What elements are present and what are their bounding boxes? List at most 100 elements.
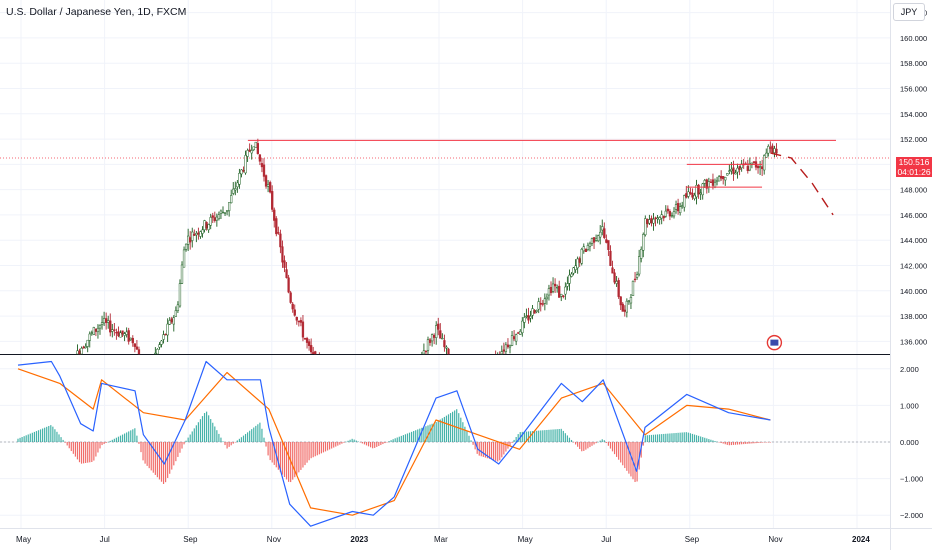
macd-histogram-bar [60,437,62,442]
candle-body [687,191,690,197]
macd-histogram-bar [415,430,417,442]
candle-body [289,292,292,303]
macd-histogram-bar [503,442,505,455]
macd-histogram-bar [68,442,70,449]
macd-histogram-bar [445,415,448,442]
macd-histogram-bar [126,432,128,442]
candle-body [127,330,130,342]
macd-histogram-bar [93,442,95,461]
macd-histogram-bar [341,442,343,444]
macd-histogram-bar [425,426,427,442]
candle-body [527,315,530,321]
macd-histogram-bar [187,437,189,442]
macd-histogram-bar [349,439,351,442]
macd-histogram-bar [611,442,614,452]
macd-histogram-bar [542,430,544,442]
macd-histogram-bar [706,438,708,442]
candle-body [131,337,134,344]
macd-histogram-bar [150,442,152,471]
macd-histogram-bar [644,435,646,442]
macd-histogram-bar [730,442,732,446]
macd-histogram-bar [618,442,620,460]
time-tick-label: Nov [768,535,782,544]
candle-body [551,283,555,292]
candle-body [523,317,526,323]
candle-body [758,166,762,168]
currency-button[interactable]: JPY [893,3,925,21]
macd-histogram-bar [91,442,93,462]
macd-histogram-bar [304,442,306,466]
macd-histogram-bar [466,431,468,442]
macd-histogram-bar [587,442,589,449]
candle-body [437,323,440,330]
candle-body [133,343,136,347]
macd-histogram-bar [97,442,99,453]
time-tick-label: 2023 [350,535,368,544]
candle-body [113,329,116,331]
candle-body [521,320,524,334]
macd-histogram-bar [761,442,763,443]
candle-body [125,331,128,335]
macd-histogram-bar [382,442,384,445]
candle-body [287,277,290,293]
candle-body [707,181,711,188]
macd-histogram-bar [413,431,415,442]
time-tick-label: Jul [100,535,110,544]
candle-body [312,352,315,354]
candle-body [228,202,231,211]
macd-histogram-bar [493,442,495,461]
candle-body [564,286,567,295]
candle-body [166,323,169,336]
time-tick-label: 2024 [852,535,870,544]
macd-histogram-bar [37,430,40,442]
macd-histogram-bar [35,431,38,442]
candle-body [211,215,214,218]
candle-body [717,176,721,182]
macd-histogram-bar [257,424,259,442]
candle-body [693,195,696,199]
candle-body [234,188,237,191]
macd-histogram-bar [495,442,497,461]
candle-body [631,280,635,296]
candle-body [695,185,698,198]
candle-body [506,344,510,348]
macd-histogram-bar [429,424,431,442]
candle-body [713,181,717,188]
macd-histogram-bar [474,442,476,450]
candle-body [613,272,616,283]
macd-histogram-bar [244,433,247,442]
macd-histogram-bar [144,442,146,464]
macd-histogram-bar [39,429,42,442]
candle-body [535,310,538,312]
macd-histogram-bar [378,442,380,446]
candle-body [285,269,288,278]
candle-body [763,155,766,171]
candle-body [662,216,665,219]
price-tick-label: 148.000 [900,186,927,195]
candle-body [592,237,596,243]
macd-histogram-bar [87,442,89,463]
macd-histogram-bar [78,442,81,463]
candle-body [310,345,313,353]
macd-histogram-bar [724,442,726,445]
candle-body [217,214,221,220]
macd-histogram-bar [25,435,27,442]
macd-histogram [17,409,771,484]
time-tick-label: Mar [434,535,448,544]
candle-body [86,339,89,347]
candle-body [547,288,551,296]
macd-histogram-bar [367,442,370,447]
candle-body [283,260,286,268]
macd-histogram-bar [525,431,527,442]
candle-body [601,226,604,231]
chart-title: U.S. Dollar / Japanese Yen, 1D, FXCM [6,6,187,18]
candle-body [767,146,770,154]
macd-histogram-bar [380,442,382,446]
macd-histogram-bar [185,440,187,442]
macd-histogram-bar [628,442,630,474]
macd-histogram-bar [626,442,628,471]
candle-body [720,175,723,179]
candle-body [307,341,311,346]
